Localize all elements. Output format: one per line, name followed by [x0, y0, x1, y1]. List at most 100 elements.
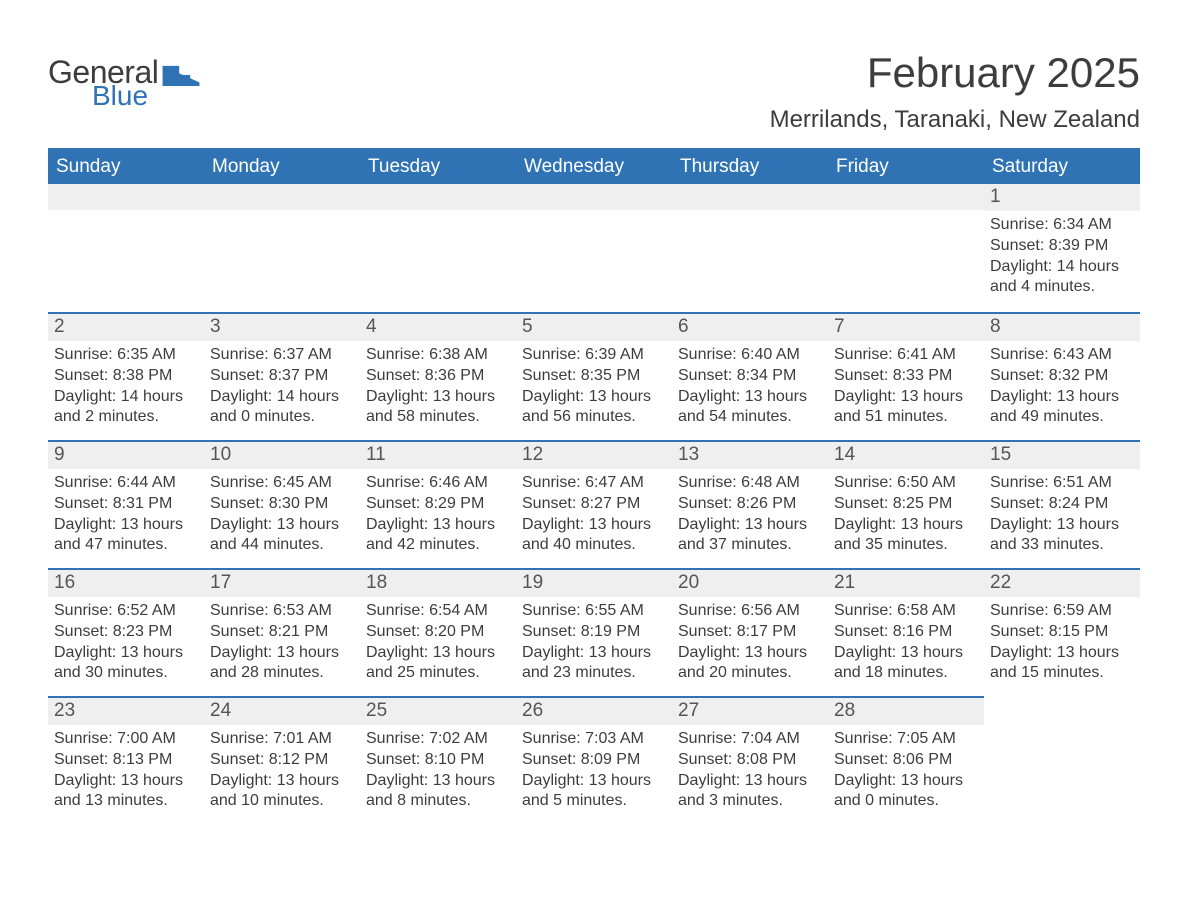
daylight-line-1: Daylight: 14 hours — [54, 387, 198, 408]
daylight-line-2: and 44 minutes. — [210, 535, 354, 556]
calendar-cell: 13Sunrise: 6:48 AMSunset: 8:26 PMDayligh… — [672, 440, 828, 568]
day-details: Sunrise: 7:03 AMSunset: 8:09 PMDaylight:… — [516, 725, 672, 818]
calendar-cell — [984, 696, 1140, 824]
daylight-line-1: Daylight: 13 hours — [210, 643, 354, 664]
day-number: 27 — [672, 696, 828, 725]
daylight-line-1: Daylight: 13 hours — [522, 387, 666, 408]
weekday-friday: Friday — [828, 149, 984, 184]
calendar-cell: 21Sunrise: 6:58 AMSunset: 8:16 PMDayligh… — [828, 568, 984, 696]
empty-day-bar — [360, 184, 516, 210]
day-number: 28 — [828, 696, 984, 725]
sunset-line: Sunset: 8:33 PM — [834, 366, 978, 387]
empty-day-bar — [204, 184, 360, 210]
daylight-line-2: and 10 minutes. — [210, 791, 354, 812]
weekday-wednesday: Wednesday — [516, 149, 672, 184]
day-details: Sunrise: 6:58 AMSunset: 8:16 PMDaylight:… — [828, 597, 984, 690]
calendar-week: 23Sunrise: 7:00 AMSunset: 8:13 PMDayligh… — [48, 696, 1140, 824]
daylight-line-1: Daylight: 13 hours — [522, 515, 666, 536]
day-details: Sunrise: 6:56 AMSunset: 8:17 PMDaylight:… — [672, 597, 828, 690]
daylight-line-2: and 58 minutes. — [366, 407, 510, 428]
daylight-line-1: Daylight: 13 hours — [366, 771, 510, 792]
daylight-line-1: Daylight: 13 hours — [366, 643, 510, 664]
calendar-cell: 3Sunrise: 6:37 AMSunset: 8:37 PMDaylight… — [204, 312, 360, 440]
sunset-line: Sunset: 8:16 PM — [834, 622, 978, 643]
calendar-cell: 16Sunrise: 6:52 AMSunset: 8:23 PMDayligh… — [48, 568, 204, 696]
day-number: 13 — [672, 440, 828, 469]
daylight-line-2: and 3 minutes. — [678, 791, 822, 812]
daylight-line-1: Daylight: 13 hours — [54, 643, 198, 664]
sunrise-line: Sunrise: 6:45 AM — [210, 473, 354, 494]
daylight-line-1: Daylight: 13 hours — [990, 387, 1134, 408]
day-number: 7 — [828, 312, 984, 341]
daylight-line-2: and 15 minutes. — [990, 663, 1134, 684]
daylight-line-2: and 40 minutes. — [522, 535, 666, 556]
calendar-cell — [48, 184, 204, 312]
day-number: 19 — [516, 568, 672, 597]
calendar-cell: 11Sunrise: 6:46 AMSunset: 8:29 PMDayligh… — [360, 440, 516, 568]
daylight-line-2: and 2 minutes. — [54, 407, 198, 428]
sunrise-line: Sunrise: 6:58 AM — [834, 601, 978, 622]
calendar-cell: 9Sunrise: 6:44 AMSunset: 8:31 PMDaylight… — [48, 440, 204, 568]
daylight-line-2: and 20 minutes. — [678, 663, 822, 684]
day-details: Sunrise: 7:04 AMSunset: 8:08 PMDaylight:… — [672, 725, 828, 818]
day-number: 2 — [48, 312, 204, 341]
weekday-tuesday: Tuesday — [360, 149, 516, 184]
day-number: 17 — [204, 568, 360, 597]
calendar-cell — [360, 184, 516, 312]
sunset-line: Sunset: 8:08 PM — [678, 750, 822, 771]
sunset-line: Sunset: 8:31 PM — [54, 494, 198, 515]
daylight-line-2: and 42 minutes. — [366, 535, 510, 556]
sunrise-line: Sunrise: 6:38 AM — [366, 345, 510, 366]
calendar-cell: 7Sunrise: 6:41 AMSunset: 8:33 PMDaylight… — [828, 312, 984, 440]
day-details: Sunrise: 6:44 AMSunset: 8:31 PMDaylight:… — [48, 469, 204, 562]
day-details: Sunrise: 6:51 AMSunset: 8:24 PMDaylight:… — [984, 469, 1140, 562]
calendar-cell: 2Sunrise: 6:35 AMSunset: 8:38 PMDaylight… — [48, 312, 204, 440]
sunrise-line: Sunrise: 6:34 AM — [990, 215, 1134, 236]
daylight-line-2: and 4 minutes. — [990, 277, 1134, 298]
day-details: Sunrise: 6:41 AMSunset: 8:33 PMDaylight:… — [828, 341, 984, 434]
daylight-line-1: Daylight: 14 hours — [210, 387, 354, 408]
calendar-cell: 1Sunrise: 6:34 AMSunset: 8:39 PMDaylight… — [984, 184, 1140, 312]
calendar-cell: 22Sunrise: 6:59 AMSunset: 8:15 PMDayligh… — [984, 568, 1140, 696]
calendar-cell: 18Sunrise: 6:54 AMSunset: 8:20 PMDayligh… — [360, 568, 516, 696]
day-details: Sunrise: 6:35 AMSunset: 8:38 PMDaylight:… — [48, 341, 204, 434]
day-details: Sunrise: 7:02 AMSunset: 8:10 PMDaylight:… — [360, 725, 516, 818]
calendar-week: 2Sunrise: 6:35 AMSunset: 8:38 PMDaylight… — [48, 312, 1140, 440]
day-details: Sunrise: 6:47 AMSunset: 8:27 PMDaylight:… — [516, 469, 672, 562]
day-number: 20 — [672, 568, 828, 597]
sunrise-line: Sunrise: 6:43 AM — [990, 345, 1134, 366]
calendar-cell: 5Sunrise: 6:39 AMSunset: 8:35 PMDaylight… — [516, 312, 672, 440]
calendar-cell: 4Sunrise: 6:38 AMSunset: 8:36 PMDaylight… — [360, 312, 516, 440]
calendar-cell: 26Sunrise: 7:03 AMSunset: 8:09 PMDayligh… — [516, 696, 672, 824]
daylight-line-1: Daylight: 13 hours — [210, 515, 354, 536]
daylight-line-1: Daylight: 13 hours — [834, 515, 978, 536]
location-subtitle: Merrilands, Taranaki, New Zealand — [770, 106, 1140, 134]
sunset-line: Sunset: 8:26 PM — [678, 494, 822, 515]
calendar-cell: 8Sunrise: 6:43 AMSunset: 8:32 PMDaylight… — [984, 312, 1140, 440]
calendar-cell: 25Sunrise: 7:02 AMSunset: 8:10 PMDayligh… — [360, 696, 516, 824]
calendar-cell — [828, 184, 984, 312]
empty-day-bar — [828, 184, 984, 210]
daylight-line-1: Daylight: 13 hours — [522, 643, 666, 664]
day-number: 24 — [204, 696, 360, 725]
calendar-cell: 20Sunrise: 6:56 AMSunset: 8:17 PMDayligh… — [672, 568, 828, 696]
sunset-line: Sunset: 8:12 PM — [210, 750, 354, 771]
calendar-cell: 15Sunrise: 6:51 AMSunset: 8:24 PMDayligh… — [984, 440, 1140, 568]
calendar-body: 1Sunrise: 6:34 AMSunset: 8:39 PMDaylight… — [48, 184, 1140, 824]
daylight-line-1: Daylight: 13 hours — [54, 771, 198, 792]
day-number: 10 — [204, 440, 360, 469]
daylight-line-2: and 0 minutes. — [210, 407, 354, 428]
calendar-page: General Blue February 2025 Merrilands, T… — [0, 0, 1188, 864]
calendar-week: 9Sunrise: 6:44 AMSunset: 8:31 PMDaylight… — [48, 440, 1140, 568]
daylight-line-1: Daylight: 13 hours — [990, 643, 1134, 664]
day-number: 9 — [48, 440, 204, 469]
empty-day-bar — [672, 184, 828, 210]
day-number: 6 — [672, 312, 828, 341]
daylight-line-2: and 54 minutes. — [678, 407, 822, 428]
daylight-line-2: and 51 minutes. — [834, 407, 978, 428]
daylight-line-2: and 49 minutes. — [990, 407, 1134, 428]
sunrise-line: Sunrise: 6:46 AM — [366, 473, 510, 494]
sunset-line: Sunset: 8:38 PM — [54, 366, 198, 387]
sunset-line: Sunset: 8:20 PM — [366, 622, 510, 643]
sunset-line: Sunset: 8:34 PM — [678, 366, 822, 387]
